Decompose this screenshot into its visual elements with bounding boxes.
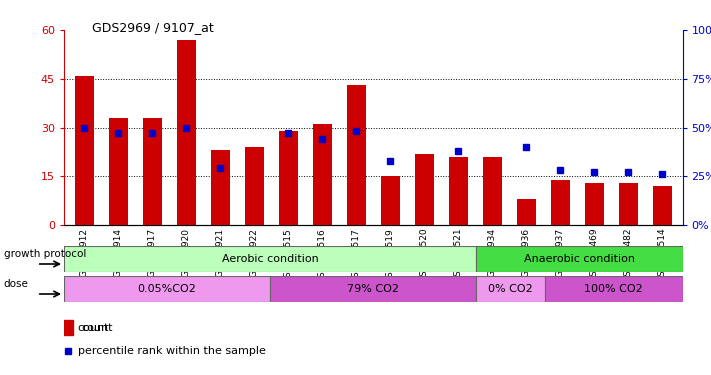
Bar [64,320,73,335]
Bar [517,199,535,225]
Bar [653,186,671,225]
Bar [177,40,196,225]
Bar [415,153,434,225]
Text: GDS2969 / 9107_at: GDS2969 / 9107_at [92,21,214,34]
Text: 100% CO2: 100% CO2 [584,284,643,294]
Text: dose: dose [4,279,28,289]
Bar [476,246,683,272]
Text: growth protocol: growth protocol [4,249,86,259]
Bar [270,276,476,302]
Bar [109,118,128,225]
Text: percentile rank within the sample: percentile rank within the sample [78,346,266,356]
Bar [483,157,501,225]
Bar [75,75,94,225]
Bar [245,147,264,225]
Text: 0% CO2: 0% CO2 [488,284,533,294]
Text: count: count [82,323,113,333]
Bar [313,124,331,225]
Text: 79% CO2: 79% CO2 [347,284,400,294]
Bar [545,276,683,302]
Bar [347,85,365,225]
Bar [143,118,161,225]
Bar [619,183,638,225]
Bar [449,157,468,225]
Bar [64,276,270,302]
Text: 0.05%CO2: 0.05%CO2 [138,284,196,294]
Text: count: count [78,322,109,333]
Bar [476,276,545,302]
Text: Aerobic condition: Aerobic condition [222,254,319,264]
Bar [279,131,298,225]
Bar [64,246,476,272]
Bar [551,180,570,225]
Bar [211,150,230,225]
Bar [585,183,604,225]
Bar [381,176,400,225]
Text: Anaerobic condition: Anaerobic condition [524,254,635,264]
